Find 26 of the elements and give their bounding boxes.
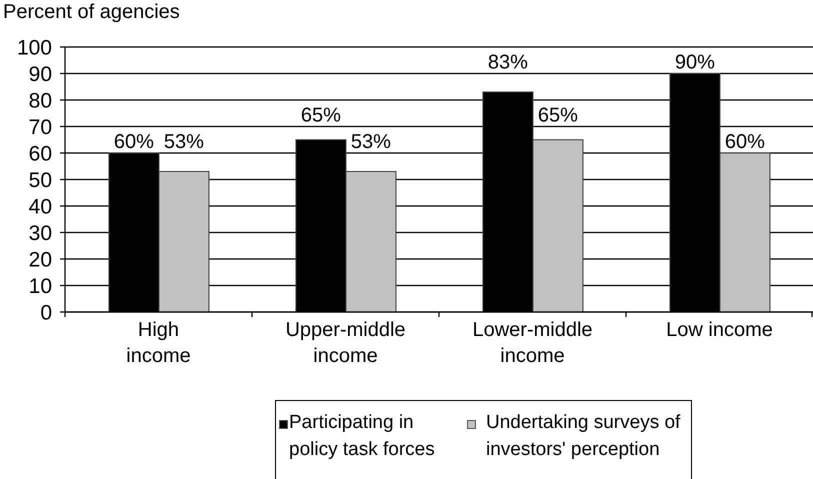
y-axis-title: Percent of agencies	[3, 1, 180, 24]
x-tick-label: High income	[126, 319, 191, 367]
legend-label: Undertaking surveys of investors' perception	[486, 411, 682, 462]
data-label: 53%	[164, 131, 204, 153]
y-tick-label: 50	[28, 168, 52, 192]
data-label: 65%	[538, 104, 578, 126]
data-label: 90%	[674, 52, 716, 74]
y-tick-label: 80	[28, 89, 52, 112]
y-tick-label: 100	[16, 36, 52, 60]
y-tick-label: 30	[28, 222, 52, 245]
y-tick-label: 20	[28, 248, 52, 272]
y-tick-label: 40	[28, 195, 52, 218]
y-tick-label: 70	[28, 116, 52, 139]
data-label: 65%	[300, 104, 342, 126]
data-label: 60%	[114, 131, 154, 153]
x-tick-label: Lower-middle income	[472, 319, 593, 367]
x-tick-label: Upper-middle income	[285, 319, 406, 367]
y-tick-label: 0	[40, 301, 52, 324]
y-tick-label: 90	[28, 62, 52, 86]
y-tick-label: 60	[28, 142, 52, 166]
data-label: 83%	[488, 52, 528, 74]
x-tick-label: Low income	[666, 319, 773, 341]
legend-label: Participating in policy task forces	[289, 411, 436, 462]
data-label: 53%	[350, 131, 392, 153]
y-tick-label: 10	[28, 274, 52, 298]
data-label: 60%	[724, 131, 766, 153]
